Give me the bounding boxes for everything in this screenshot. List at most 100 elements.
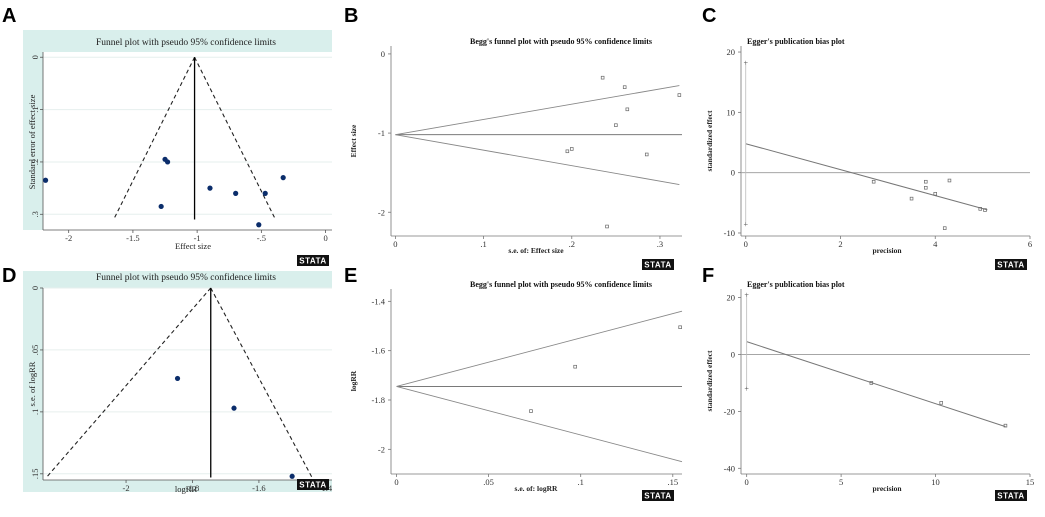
funnel-right-limit xyxy=(194,56,276,220)
x-tick-label: 0 xyxy=(393,239,397,249)
data-point xyxy=(231,405,237,411)
data-point xyxy=(978,207,983,211)
stata-logo-text: STATA xyxy=(644,261,671,270)
x-tick-label: 0 xyxy=(744,239,748,249)
data-point xyxy=(570,147,574,151)
data-point xyxy=(573,364,577,369)
stata-logo xyxy=(297,479,329,490)
y-tick-label: 0 xyxy=(381,49,385,59)
x-tick-label: 2 xyxy=(838,239,842,249)
chart-title: Begg's funnel plot with pseudo 95% confi… xyxy=(470,280,652,289)
panel-b: B Begg's funnel plot with pseudo 95% conf… xyxy=(344,5,682,270)
y-tick-label: -2 xyxy=(378,207,385,217)
plot-region xyxy=(43,288,332,480)
data-point xyxy=(256,222,262,228)
x-tick-label: 15 xyxy=(1026,477,1035,487)
x-tick-label: -1.6 xyxy=(252,483,265,493)
y-axis-label: Standard error of effect size xyxy=(27,94,37,189)
x-tick-label: 0 xyxy=(394,477,398,487)
funnel-right-limit xyxy=(210,287,313,478)
y-tick-label: 10 xyxy=(727,107,736,117)
panel-c: C Egger's publication bias plot 20 10 0 -10 0 2… xyxy=(702,5,1032,270)
panel-label: C xyxy=(702,5,716,27)
x-tick-label: -2 xyxy=(65,233,72,243)
regression-line xyxy=(745,143,988,211)
stata-logo-text: STATA xyxy=(299,257,326,266)
x-tick-label: -2 xyxy=(122,483,129,493)
panel-a: A Funnel plot with pseudo 95% confidence … xyxy=(2,5,332,266)
x-tick-label: -.5 xyxy=(257,233,266,243)
plot-region xyxy=(43,52,332,230)
data-point xyxy=(174,375,181,382)
y-tick-label: -20 xyxy=(724,406,735,416)
intercept-ci-marker: + xyxy=(743,58,748,67)
chart-title: Funnel plot with pseudo 95% confidence l… xyxy=(96,272,276,283)
stata-logo-text: STATA xyxy=(997,261,1024,270)
data-point xyxy=(280,175,286,181)
lower-confidence-limit xyxy=(396,385,683,463)
data-point xyxy=(939,401,943,405)
x-axis-label: s.e. of: logRR xyxy=(515,484,558,493)
y-axis-label: logRR xyxy=(349,370,358,391)
y-axis-label: s.e. of logRR xyxy=(27,361,37,406)
y-tick-label: -1 xyxy=(378,128,385,138)
data-point xyxy=(1003,423,1008,428)
x-tick-label: .05 xyxy=(483,477,494,487)
data-point xyxy=(42,177,49,183)
stata-logo xyxy=(642,490,674,501)
y-axis-label: standardized effect xyxy=(705,350,714,412)
panel-e: E Begg's funnel plot with pseudo 95% conf… xyxy=(344,265,683,501)
panel-label: A xyxy=(2,5,16,27)
x-tick-label: -1.5 xyxy=(126,233,139,243)
x-axis-label: s.e. of: Effect size xyxy=(508,246,564,255)
x-tick-label: .1 xyxy=(480,239,486,249)
data-point xyxy=(942,226,947,230)
stata-logo-text: STATA xyxy=(997,492,1024,501)
data-point xyxy=(924,179,928,184)
data-point xyxy=(207,185,213,191)
y-tick-label: .1 xyxy=(30,409,40,415)
data-point xyxy=(933,192,937,196)
x-axis-label: precision xyxy=(872,246,902,255)
data-point xyxy=(164,159,171,165)
chart-title: Egger's publication bias plot xyxy=(747,37,845,46)
intercept-ci-marker: + xyxy=(744,291,749,300)
data-point xyxy=(909,196,914,201)
stata-logo xyxy=(995,259,1027,270)
data-point xyxy=(947,178,952,183)
y-tick-label: 20 xyxy=(727,47,736,57)
upper-confidence-limit xyxy=(396,310,683,387)
data-point xyxy=(983,208,987,212)
x-tick-label: 6 xyxy=(1028,239,1032,249)
data-point xyxy=(289,473,295,479)
y-axis-label: Effect size xyxy=(349,124,358,157)
x-tick-label: 0 xyxy=(745,477,749,487)
panel-label: E xyxy=(344,265,357,287)
lower-confidence-limit xyxy=(395,134,680,185)
data-point xyxy=(529,409,533,413)
upper-confidence-limit xyxy=(395,85,680,136)
stata-logo xyxy=(297,255,329,266)
x-axis-label: precision xyxy=(872,484,902,493)
intercept-ci-marker: + xyxy=(744,385,749,394)
y-tick-label: .15 xyxy=(30,468,40,479)
panel-label: F xyxy=(702,265,714,287)
y-tick-label: -2 xyxy=(378,444,385,454)
y-tick-label: .2 xyxy=(30,159,40,165)
data-point xyxy=(871,179,876,184)
y-tick-label: -10 xyxy=(724,228,735,238)
x-tick-label: 5 xyxy=(839,477,843,487)
data-point xyxy=(600,75,605,80)
y-tick-label: .3 xyxy=(30,211,40,217)
data-point xyxy=(924,185,928,190)
chart-title: Begg's funnel plot with pseudo 95% confi… xyxy=(470,37,652,46)
y-tick-label: -40 xyxy=(724,463,735,473)
y-tick-label: -1.6 xyxy=(372,346,385,356)
stata-logo xyxy=(995,490,1027,501)
data-point xyxy=(565,149,570,154)
y-tick-label: -1.8 xyxy=(372,395,385,405)
x-tick-label: 4 xyxy=(933,239,938,249)
data-point xyxy=(262,190,268,196)
data-point xyxy=(605,224,609,229)
